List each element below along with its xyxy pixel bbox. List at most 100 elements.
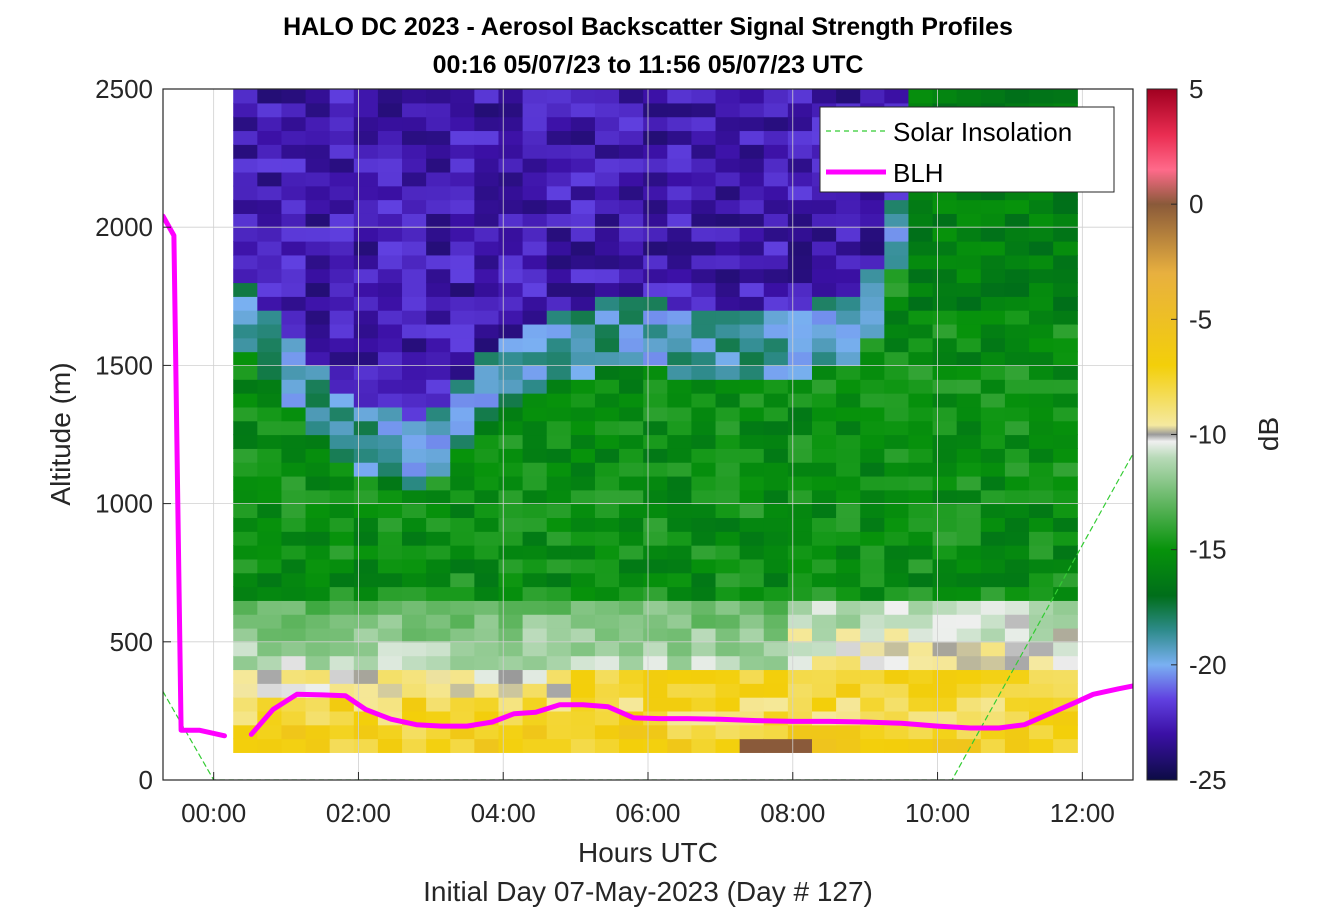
- heatmap-cell: [329, 89, 355, 104]
- heatmap-cell: [619, 738, 644, 753]
- heatmap-cell: [426, 545, 451, 560]
- heatmap-cell: [908, 310, 934, 325]
- heatmap-cell: [522, 337, 548, 353]
- heatmap-cell: [546, 365, 572, 380]
- heatmap-cell: [377, 393, 403, 408]
- heatmap-cell: [763, 655, 789, 671]
- heatmap-cell: [811, 462, 837, 477]
- heatmap-cell: [1053, 448, 1078, 463]
- heatmap-cell: [763, 241, 789, 256]
- heatmap-cell: [594, 296, 620, 311]
- heatmap-cell: [402, 572, 427, 588]
- heatmap-cell: [353, 669, 379, 684]
- heatmap-cell: [353, 448, 379, 463]
- heatmap-cell: [739, 434, 765, 449]
- heatmap-cell: [956, 710, 982, 726]
- heatmap-cell: [932, 641, 958, 657]
- heatmap-cell: [377, 627, 403, 643]
- heatmap-cell: [570, 586, 596, 601]
- heatmap-cell: [884, 627, 910, 643]
- heatmap-cell: [980, 89, 1006, 104]
- heatmap-cell: [908, 420, 934, 436]
- heatmap-cell: [474, 420, 500, 436]
- heatmap-cell: [402, 130, 427, 145]
- heatmap-cell: [643, 130, 668, 145]
- heatmap-cell: [860, 489, 885, 505]
- heatmap-cell: [570, 489, 596, 505]
- heatmap-cell: [811, 420, 837, 436]
- heatmap-cell: [402, 171, 427, 187]
- heatmap-cell: [908, 296, 934, 311]
- heatmap-cell: [691, 379, 717, 394]
- heatmap-cell: [594, 655, 620, 671]
- heatmap-cell: [426, 558, 451, 574]
- heatmap-cell: [667, 448, 693, 463]
- heatmap-cell: [715, 130, 741, 145]
- heatmap-cell: [522, 614, 548, 629]
- heatmap-cell: [667, 379, 693, 394]
- heatmap-cell: [305, 171, 331, 187]
- heatmap-cell: [787, 531, 813, 546]
- heatmap-cell: [763, 434, 789, 449]
- heatmap-cell: [908, 669, 934, 684]
- heatmap-cell: [233, 171, 258, 187]
- heatmap-cell: [305, 296, 331, 311]
- heatmap-cell: [667, 130, 693, 145]
- heatmap-cell: [570, 434, 596, 449]
- heatmap-cell: [787, 130, 813, 145]
- heatmap-cell: [763, 310, 789, 325]
- heatmap-cell: [908, 655, 934, 671]
- heatmap-cell: [353, 558, 379, 574]
- heatmap-cell: [594, 310, 620, 325]
- heatmap-cell: [281, 531, 307, 546]
- heatmap-cell: [426, 282, 451, 297]
- heatmap-cell: [691, 254, 717, 270]
- heatmap-cell: [715, 475, 741, 491]
- heatmap-cell: [980, 517, 1006, 532]
- heatmap-cell: [908, 738, 934, 753]
- legend-label-solar-insolation: Solar Insolation: [893, 117, 1072, 147]
- heatmap-cell: [787, 144, 813, 159]
- heatmap-cell: [233, 614, 258, 629]
- heatmap-cell: [498, 627, 524, 643]
- heatmap-cell: [426, 586, 451, 601]
- heatmap-cell: [281, 420, 307, 436]
- heatmap-cell: [932, 558, 958, 574]
- heatmap-cell: [426, 116, 451, 132]
- heatmap-cell: [498, 296, 524, 311]
- heatmap-cell: [329, 199, 355, 214]
- heatmap-cell: [739, 475, 765, 491]
- heatmap-cell: [667, 116, 693, 132]
- heatmap-cell: [956, 227, 982, 242]
- heatmap-cell: [956, 600, 982, 615]
- heatmap-cell: [377, 669, 403, 684]
- heatmap-cell: [305, 586, 331, 601]
- heatmap-cell: [860, 241, 885, 256]
- heatmap-cell: [884, 254, 910, 270]
- heatmap-cell: [474, 323, 500, 339]
- heatmap-cell: [619, 697, 644, 712]
- heatmap-cell: [884, 517, 910, 532]
- heatmap-cell: [1053, 420, 1078, 436]
- heatmap-cell: [763, 600, 789, 615]
- series-line-blh-1: [163, 213, 227, 739]
- heatmap-cell: [474, 434, 500, 449]
- heatmap-cell: [377, 531, 403, 546]
- heatmap-cell: [498, 448, 524, 463]
- heatmap-cell: [329, 171, 355, 187]
- heatmap-cell: [450, 627, 475, 643]
- heatmap-cell: [257, 586, 283, 601]
- heatmap-cell: [667, 475, 693, 491]
- heatmap-cell: [498, 199, 524, 214]
- heatmap-cell: [402, 185, 427, 201]
- heatmap-cell: [1053, 89, 1078, 104]
- heatmap-cell: [233, 448, 258, 463]
- heatmap-cell: [763, 268, 789, 284]
- heatmap-cell: [377, 102, 403, 118]
- heatmap-cell: [426, 503, 451, 519]
- heatmap-cell: [619, 586, 644, 601]
- heatmap-cell: [980, 614, 1006, 629]
- heatmap-cell: [908, 531, 934, 546]
- heatmap-cell: [450, 683, 475, 698]
- heatmap-cell: [450, 323, 475, 339]
